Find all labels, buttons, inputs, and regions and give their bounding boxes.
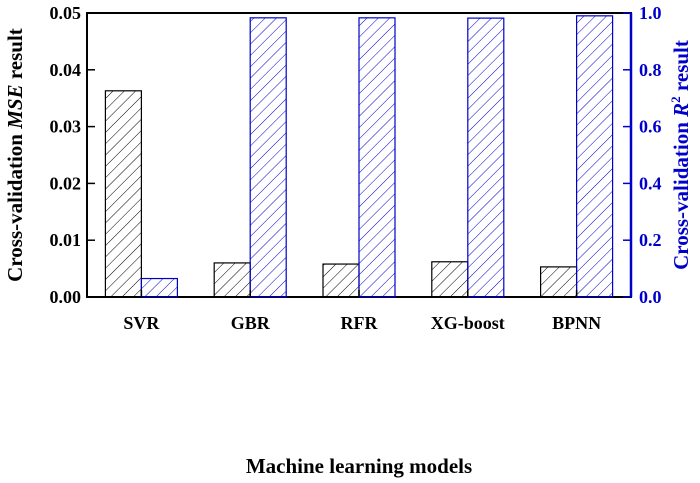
bar-mse-bpnn <box>539 266 578 298</box>
bar-r2-gbr <box>249 17 287 298</box>
x-axis-title: Machine learning models <box>246 454 472 478</box>
bars-group <box>104 15 614 298</box>
left-tick-label: 0.03 <box>50 117 82 137</box>
x-tick-label-xg-boost: XG-boost <box>431 313 505 333</box>
bar-r2-xg-boost <box>467 17 505 298</box>
right-axis-title-italic: R <box>669 103 693 118</box>
right-axis-title-sup: 2 <box>668 96 683 103</box>
right-axis-title: Cross-validation R2 result <box>668 40 693 270</box>
bar-r2-rfr <box>358 17 396 298</box>
right-tick-label: 1.0 <box>639 3 662 23</box>
right-axis-ticks: 0.0 0.2 0.4 0.6 0.8 1.0 <box>623 3 662 307</box>
left-axis-title-italic: MSE <box>3 84 27 129</box>
right-tick-label: 0.6 <box>639 117 662 137</box>
left-tick-label: 0.02 <box>50 173 82 193</box>
left-axis-title-suffix: result <box>3 28 27 84</box>
x-axis-ticks: SVR GBR RFR XG-boost BPNN <box>123 290 601 333</box>
x-tick-label-svr: SVR <box>123 313 160 333</box>
left-tick-label: 0.05 <box>50 3 82 23</box>
left-axis-ticks: 0.00 0.01 0.02 0.03 0.04 0.05 <box>50 3 95 307</box>
right-tick-label: 0.2 <box>639 230 662 250</box>
right-tick-label: 0.0 <box>639 287 662 307</box>
right-axis-title-suffix: result <box>669 40 693 96</box>
right-tick-label: 0.8 <box>639 60 662 80</box>
bar-mse-xg-boost <box>431 261 469 298</box>
bar-mse-rfr <box>322 263 360 298</box>
left-tick-label: 0.00 <box>50 287 82 307</box>
left-tick-label: 0.01 <box>50 230 82 250</box>
left-tick-label: 0.04 <box>50 60 82 80</box>
bar-r2-bpnn <box>575 15 614 298</box>
x-tick-label-rfr: RFR <box>341 313 379 333</box>
bar-mse-gbr <box>213 262 251 298</box>
bar-r2-svr <box>140 277 178 298</box>
x-tick-label-gbr: GBR <box>231 313 271 333</box>
bar-mse-svr <box>104 90 143 298</box>
right-axis-title-prefix: Cross-validation <box>669 117 693 270</box>
x-tick-label-bpnn: BPNN <box>552 313 601 333</box>
left-axis-title: Cross-validation MSE result <box>3 28 27 282</box>
left-axis-title-prefix: Cross-validation <box>3 129 27 282</box>
right-tick-label: 0.4 <box>639 173 662 193</box>
